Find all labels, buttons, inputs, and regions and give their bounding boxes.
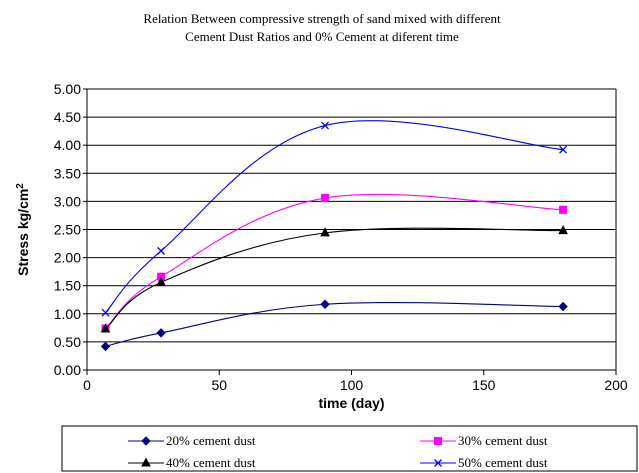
legend: 20% cement dust 30% cement dust 40% cement… bbox=[61, 425, 638, 472]
legend-label: 20% cement dust bbox=[166, 433, 256, 448]
data-point bbox=[321, 194, 330, 203]
marker-x-stroke bbox=[157, 246, 166, 255]
data-point bbox=[559, 205, 568, 214]
series-2 bbox=[101, 193, 568, 333]
data-point bbox=[558, 225, 568, 235]
data-point bbox=[156, 276, 166, 286]
x-tick-label: 100 bbox=[340, 377, 364, 393]
x-tick-label: 0 bbox=[83, 377, 91, 393]
data-point bbox=[558, 301, 568, 312]
y-tick-label: 3.50 bbox=[54, 165, 81, 181]
series-4 bbox=[101, 120, 568, 317]
y-tick-label: 3.00 bbox=[54, 193, 81, 209]
x-tick-labels: 0 50 100 150 200 bbox=[83, 377, 628, 393]
y-tick-label: 4.00 bbox=[54, 137, 81, 153]
chart-title: Relation Between compressive strength of… bbox=[143, 11, 501, 44]
y-axis-label-superscript: 2 bbox=[15, 183, 26, 189]
data-point bbox=[559, 145, 568, 154]
y-tick-label: 1.00 bbox=[54, 306, 81, 322]
legend-marker bbox=[141, 436, 151, 446]
data-point bbox=[156, 328, 166, 338]
data-point bbox=[157, 246, 166, 255]
series-line bbox=[105, 193, 564, 329]
data-point bbox=[100, 323, 111, 333]
legend-item: 50% cement dust bbox=[420, 455, 548, 470]
legend-marker bbox=[434, 437, 442, 445]
marker-x-stroke bbox=[434, 459, 442, 467]
data-point bbox=[321, 121, 330, 130]
gridlines bbox=[87, 88, 616, 343]
y-tick-label: 2.00 bbox=[54, 250, 81, 266]
y-tick-label: 4.50 bbox=[54, 109, 81, 125]
series-3 bbox=[100, 225, 568, 333]
data-point bbox=[100, 341, 111, 352]
y-axis-label-text: Stress kg/cm bbox=[15, 189, 31, 276]
data-point bbox=[101, 308, 110, 317]
series-line bbox=[105, 227, 564, 330]
legend-label: 50% cement dust bbox=[458, 455, 548, 470]
axes bbox=[83, 88, 617, 375]
x-axis-label: time (day) bbox=[318, 395, 384, 411]
legend-label: 30% cement dust bbox=[458, 433, 548, 448]
chart-title-line-2: Cement Dust Ratios and 0% Cement at dife… bbox=[185, 29, 459, 44]
y-tick-labels: 0.00 0.50 1.00 1.50 2.00 2.50 3.00 3.50 4.00 4.50… bbox=[54, 81, 81, 378]
legend-item: 20% cement dust bbox=[128, 433, 256, 448]
series-1 bbox=[100, 299, 568, 352]
data-point bbox=[320, 227, 330, 237]
y-tick-label: 1.50 bbox=[54, 278, 81, 294]
data-point bbox=[320, 299, 330, 309]
legend-label: 40% cement dust bbox=[166, 455, 256, 470]
x-tick-label: 200 bbox=[604, 377, 628, 393]
y-tick-label: 5.00 bbox=[54, 81, 81, 97]
x-tick-label: 150 bbox=[472, 377, 496, 393]
series-line bbox=[105, 120, 564, 314]
marker-x-stroke bbox=[321, 121, 330, 130]
series-line bbox=[105, 301, 564, 347]
marker-x-stroke bbox=[101, 308, 110, 317]
series-group bbox=[100, 120, 568, 352]
y-tick-label: 0.00 bbox=[54, 362, 81, 378]
y-axis-label: Stress kg/cm2 bbox=[15, 183, 31, 276]
y-tick-label: 2.50 bbox=[54, 222, 81, 238]
legend-marker bbox=[434, 459, 442, 467]
legend-marker bbox=[141, 457, 151, 467]
chart-title-line-1: Relation Between compressive strength of… bbox=[143, 11, 501, 26]
legend-item: 40% cement dust bbox=[128, 455, 256, 470]
y-tick-label: 0.50 bbox=[54, 334, 81, 350]
x-tick-label: 50 bbox=[211, 377, 227, 393]
marker-x-stroke bbox=[559, 145, 568, 154]
legend-item: 30% cement dust bbox=[420, 433, 548, 448]
